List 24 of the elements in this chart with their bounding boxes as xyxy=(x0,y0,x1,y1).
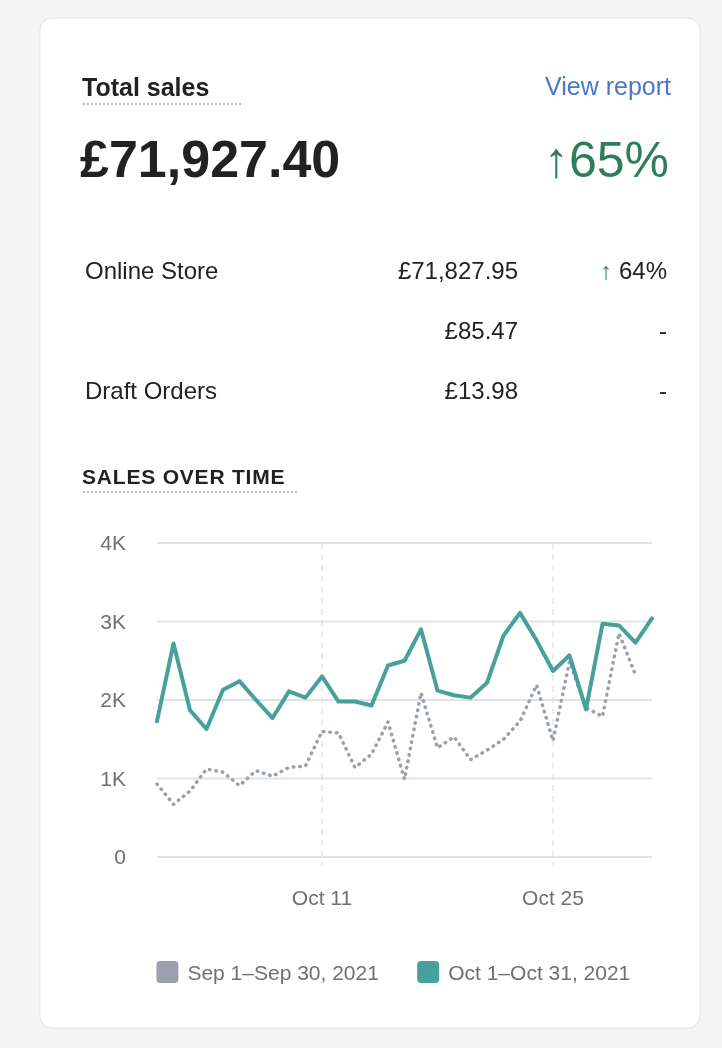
text: Total sales xyxy=(82,73,210,101)
text: £71,927.40 xyxy=(80,130,341,188)
y-tick-label: 1K xyxy=(100,766,126,790)
line-series xyxy=(155,631,638,807)
text: £85.47 xyxy=(444,317,518,344)
y-tick-label: 0 xyxy=(114,845,126,869)
legend-label: Sep 1–Sep 30, 2021 xyxy=(187,961,379,985)
legend-label: Oct 1–Oct 31, 2021 xyxy=(448,961,631,985)
text: £13.98 xyxy=(444,377,518,404)
y-tick-label: 3K xyxy=(100,609,126,633)
text: £71,827.95 xyxy=(397,257,518,284)
text: - xyxy=(659,317,667,344)
x-tick-label: Oct 25 xyxy=(522,886,584,909)
x-tick-label: Oct 11 xyxy=(291,886,353,909)
line-series xyxy=(155,610,654,732)
y-tick-label: 2K xyxy=(100,688,126,712)
text: Online Store xyxy=(85,257,219,284)
chart-title: SALES OVER TIME xyxy=(82,465,286,488)
text: Draft Orders xyxy=(85,377,218,404)
text: ↑ 64% xyxy=(600,257,667,284)
text: - xyxy=(659,377,667,404)
text: View report xyxy=(545,72,672,100)
text: ↑65% xyxy=(543,132,669,188)
y-tick-label: 4K xyxy=(100,531,126,555)
